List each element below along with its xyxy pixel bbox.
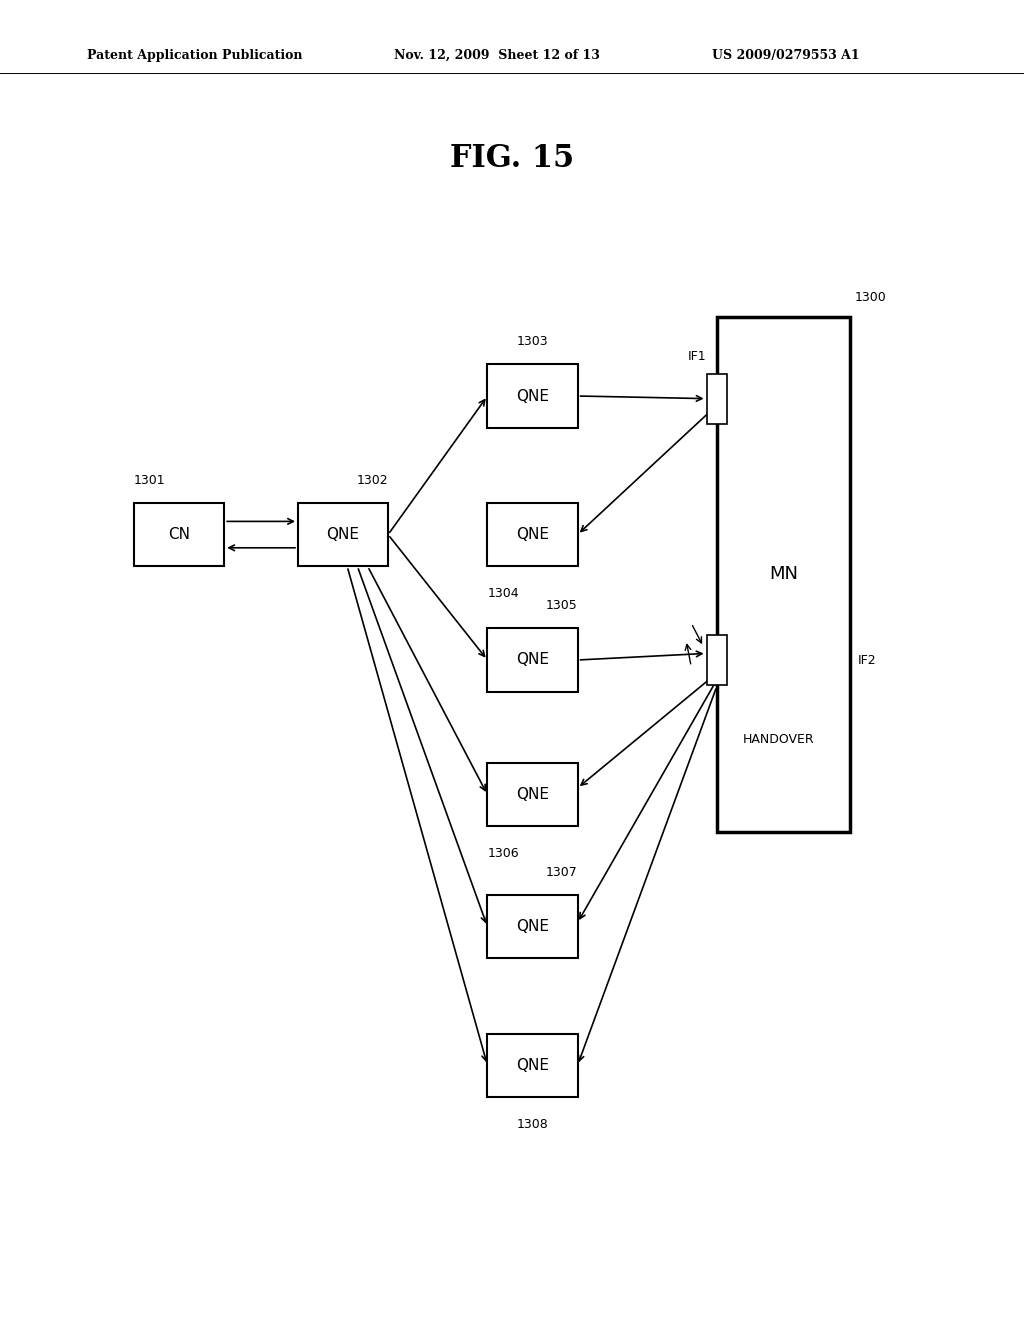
Text: QNE: QNE xyxy=(516,919,549,935)
Text: CN: CN xyxy=(168,527,190,543)
Text: 1302: 1302 xyxy=(356,474,388,487)
Text: QNE: QNE xyxy=(516,527,549,543)
FancyBboxPatch shape xyxy=(487,503,578,566)
Text: MN: MN xyxy=(769,565,798,583)
Text: IF1: IF1 xyxy=(688,350,707,363)
Text: US 2009/0279553 A1: US 2009/0279553 A1 xyxy=(712,49,859,62)
FancyBboxPatch shape xyxy=(298,503,388,566)
FancyBboxPatch shape xyxy=(717,317,850,832)
Text: 1304: 1304 xyxy=(487,587,519,601)
Text: IF2: IF2 xyxy=(858,653,877,667)
FancyBboxPatch shape xyxy=(487,628,578,692)
Text: 1307: 1307 xyxy=(546,866,578,879)
Text: HANDOVER: HANDOVER xyxy=(742,733,814,746)
Text: FIG. 15: FIG. 15 xyxy=(450,143,574,174)
Text: QNE: QNE xyxy=(516,388,549,404)
Text: Patent Application Publication: Patent Application Publication xyxy=(87,49,302,62)
FancyBboxPatch shape xyxy=(487,763,578,826)
FancyBboxPatch shape xyxy=(487,364,578,428)
FancyBboxPatch shape xyxy=(134,503,224,566)
Text: 1301: 1301 xyxy=(134,474,166,487)
Text: Nov. 12, 2009  Sheet 12 of 13: Nov. 12, 2009 Sheet 12 of 13 xyxy=(394,49,600,62)
Text: 1303: 1303 xyxy=(517,335,548,348)
FancyBboxPatch shape xyxy=(487,895,578,958)
FancyBboxPatch shape xyxy=(707,374,727,424)
Text: 1306: 1306 xyxy=(487,847,519,861)
Text: QNE: QNE xyxy=(516,1057,549,1073)
Text: QNE: QNE xyxy=(516,787,549,803)
Text: QNE: QNE xyxy=(516,652,549,668)
Text: QNE: QNE xyxy=(327,527,359,543)
FancyBboxPatch shape xyxy=(707,635,727,685)
Text: 1308: 1308 xyxy=(516,1118,549,1131)
FancyBboxPatch shape xyxy=(487,1034,578,1097)
Text: 1300: 1300 xyxy=(855,290,887,304)
Text: 1305: 1305 xyxy=(546,599,578,612)
